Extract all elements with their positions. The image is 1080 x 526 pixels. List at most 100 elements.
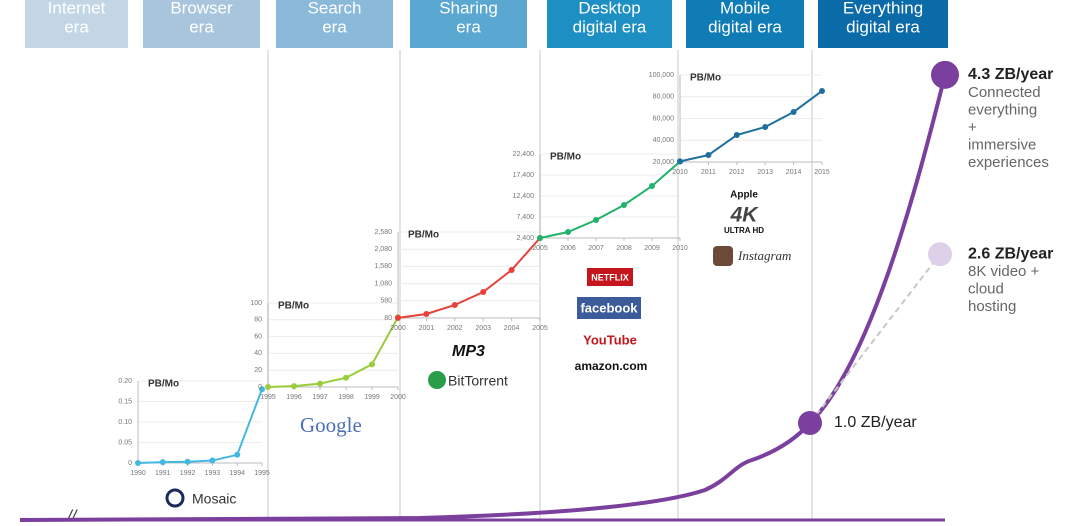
x-tick-label: 1991 bbox=[155, 470, 171, 477]
y-tick-label: 2,580 bbox=[374, 229, 392, 236]
netflix-badge bbox=[587, 268, 633, 286]
logo: Apple bbox=[730, 190, 758, 201]
era-label: Sharing bbox=[439, 0, 498, 17]
y-tick-label: 17,400 bbox=[513, 172, 535, 179]
era-label: digital era bbox=[846, 17, 920, 36]
data-point bbox=[593, 216, 599, 223]
facebook-badge bbox=[577, 297, 641, 319]
logo: BitTorrent bbox=[448, 373, 508, 389]
data-point bbox=[621, 201, 627, 208]
data-point bbox=[537, 235, 543, 241]
series-line bbox=[679, 90, 823, 163]
era-label: digital era bbox=[708, 17, 782, 36]
data-point bbox=[451, 301, 458, 308]
y-tick-label: 7,400 bbox=[516, 214, 534, 221]
y-tick-label: 40 bbox=[254, 350, 262, 357]
logo: NETFLIX bbox=[591, 272, 629, 282]
data-point bbox=[790, 108, 797, 115]
y-tick-label: 2,400 bbox=[516, 235, 534, 242]
y-tick-label: 580 bbox=[380, 298, 392, 305]
y-tick-label: 1,580 bbox=[374, 263, 392, 270]
y-axis-label: PB/Mo bbox=[278, 301, 309, 312]
growth-curve bbox=[19, 74, 947, 522]
logo: amazon.com bbox=[575, 359, 648, 373]
data-point bbox=[184, 458, 191, 465]
x-tick-label: 1998 bbox=[338, 394, 354, 401]
x-tick-label: 2002 bbox=[447, 325, 463, 332]
annotation: + bbox=[968, 119, 977, 136]
data-point bbox=[798, 411, 822, 435]
value-label: 2.6 ZB/year bbox=[968, 245, 1053, 262]
value-label: 1.0 ZB/year bbox=[834, 414, 917, 431]
data-point bbox=[135, 460, 141, 466]
x-tick-label: 2009 bbox=[644, 245, 660, 252]
data-point bbox=[395, 314, 401, 321]
era-header bbox=[547, 0, 672, 48]
x-tick-label: 2003 bbox=[475, 325, 491, 332]
data-point bbox=[649, 183, 655, 190]
data-point bbox=[291, 383, 297, 390]
logo: MP3 bbox=[452, 343, 485, 360]
data-point bbox=[159, 459, 166, 466]
era-label: Desktop bbox=[578, 0, 640, 17]
x-tick-label: 2007 bbox=[588, 245, 604, 252]
era-header bbox=[143, 0, 260, 48]
y-tick-label: 80 bbox=[254, 317, 262, 324]
data-point bbox=[931, 60, 959, 89]
data-point bbox=[209, 457, 216, 464]
series-line bbox=[397, 237, 541, 319]
annotation: cloud bbox=[968, 281, 1004, 298]
x-tick-label: 2001 bbox=[419, 325, 435, 332]
y-tick-label: 0 bbox=[258, 384, 262, 391]
x-tick-label: 2000 bbox=[390, 394, 406, 401]
annotation: everything bbox=[968, 101, 1037, 118]
y-tick-label: 0.20 bbox=[118, 378, 132, 385]
y-tick-label: 0.10 bbox=[118, 419, 132, 426]
x-tick-label: 2011 bbox=[701, 169, 716, 176]
series-line bbox=[539, 160, 681, 239]
projection-line bbox=[809, 253, 941, 424]
data-point bbox=[265, 384, 271, 390]
y-tick-label: 100,000 bbox=[649, 72, 674, 79]
era-label: Browser bbox=[170, 0, 233, 17]
x-tick-label: 2000 bbox=[390, 325, 406, 332]
era-label: era bbox=[456, 17, 481, 36]
value-label: 4.3 ZB/year bbox=[968, 66, 1053, 83]
data-point bbox=[677, 158, 683, 165]
x-tick-label: 1995 bbox=[260, 394, 276, 401]
x-tick-label: 1990 bbox=[130, 470, 146, 477]
era-dividers bbox=[267, 50, 813, 520]
y-tick-label: 80,000 bbox=[653, 94, 675, 101]
x-tick-label: 1993 bbox=[205, 470, 221, 477]
data-point bbox=[343, 374, 349, 381]
data-point bbox=[423, 311, 430, 318]
data-point bbox=[928, 242, 952, 267]
x-tick-label: 1996 bbox=[286, 394, 302, 401]
logo: Instagram bbox=[737, 248, 791, 263]
logo: Google bbox=[300, 413, 362, 437]
annotation: 8K video + bbox=[968, 263, 1040, 280]
logo: ULTRA HD bbox=[724, 226, 764, 235]
y-tick-label: 0.05 bbox=[118, 439, 132, 446]
x-tick-label: 2005 bbox=[532, 245, 548, 252]
x-tick-label: 1997 bbox=[312, 394, 328, 401]
y-axis-label: PB/Mo bbox=[408, 230, 439, 241]
x-tick-label: 1994 bbox=[229, 470, 245, 477]
y-tick-label: 60,000 bbox=[653, 115, 675, 122]
era-header bbox=[818, 0, 948, 48]
annotation: experiences bbox=[968, 154, 1049, 171]
x-tick-label: 2013 bbox=[757, 169, 773, 176]
x-tick-label: 2004 bbox=[504, 325, 520, 332]
x-tick-label: 1995 bbox=[254, 470, 270, 477]
data-point bbox=[234, 451, 241, 458]
era-label: Everything bbox=[843, 0, 923, 17]
y-tick-label: 0 bbox=[128, 460, 132, 467]
era-header bbox=[410, 0, 527, 48]
instagram-icon bbox=[713, 246, 733, 266]
annotation: immersive bbox=[968, 136, 1036, 153]
x-tick-label: 1992 bbox=[180, 470, 196, 477]
x-tick-label: 2010 bbox=[672, 245, 688, 252]
data-point bbox=[819, 87, 825, 94]
